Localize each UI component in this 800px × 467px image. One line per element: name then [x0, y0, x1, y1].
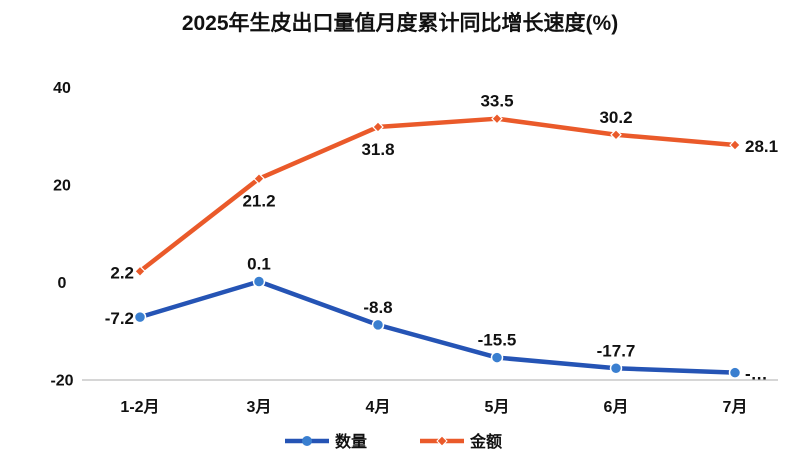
y-tick-label: -20 — [50, 373, 73, 390]
y-tick-label: 40 — [53, 80, 71, 97]
data-label: -7.2 — [105, 309, 134, 328]
data-point — [134, 265, 146, 278]
data-point — [253, 172, 265, 185]
series-line — [139, 279, 736, 375]
data-label: -… — [745, 365, 768, 384]
series-line — [138, 116, 736, 274]
x-tick-label: 4月 — [366, 398, 391, 416]
data-label: 30.2 — [599, 108, 632, 127]
data-point — [371, 318, 385, 332]
series-quantity: -7.2 0.1 -8.8 -15.5 -17.7 -… — [105, 255, 768, 384]
data-point — [491, 112, 503, 125]
data-label: 2.2 — [110, 263, 134, 282]
data-point — [372, 121, 384, 133]
legend-label: 金额 — [469, 432, 502, 451]
data-point — [252, 275, 266, 288]
x-tick-label: 7月 — [723, 398, 748, 416]
series-amount: 2.2 21.2 31.8 33.5 30.2 28.1 — [110, 92, 778, 283]
data-label: 28.1 — [745, 137, 778, 156]
data-point — [133, 310, 147, 324]
legend-marker — [302, 436, 312, 446]
legend-item: 数量 — [285, 432, 367, 451]
data-label: 31.8 — [361, 140, 394, 159]
data-label: -17.7 — [597, 341, 636, 360]
y-tick-label: 20 — [53, 178, 71, 195]
x-tick-label: 6月 — [604, 398, 629, 416]
data-label: -15.5 — [478, 331, 517, 350]
data-point — [610, 128, 622, 141]
legend-marker — [436, 435, 448, 447]
legend-label: 数量 — [335, 432, 367, 451]
data-label: 33.5 — [480, 92, 513, 111]
data-label: 0.1 — [247, 255, 271, 274]
data-point — [728, 366, 742, 379]
data-point — [609, 362, 623, 375]
x-tick-label: 5月 — [485, 398, 510, 416]
legend-item: 金额 — [420, 432, 502, 451]
x-tick-label: 3月 — [247, 398, 272, 416]
y-tick-label: 0 — [58, 275, 67, 292]
data-point — [490, 351, 504, 364]
data-point — [729, 139, 741, 151]
chart-title: 2025年生皮出口量值月度累计同比增长速度(%) — [182, 11, 618, 35]
data-label: 21.2 — [242, 192, 275, 211]
x-tick-label: 1-2月 — [120, 398, 159, 416]
data-label: -8.8 — [363, 298, 392, 317]
